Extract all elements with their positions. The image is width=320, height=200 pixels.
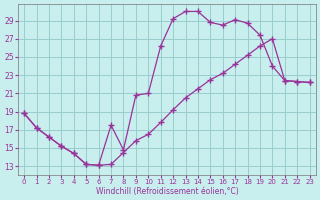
X-axis label: Windchill (Refroidissement éolien,°C): Windchill (Refroidissement éolien,°C)	[96, 187, 238, 196]
